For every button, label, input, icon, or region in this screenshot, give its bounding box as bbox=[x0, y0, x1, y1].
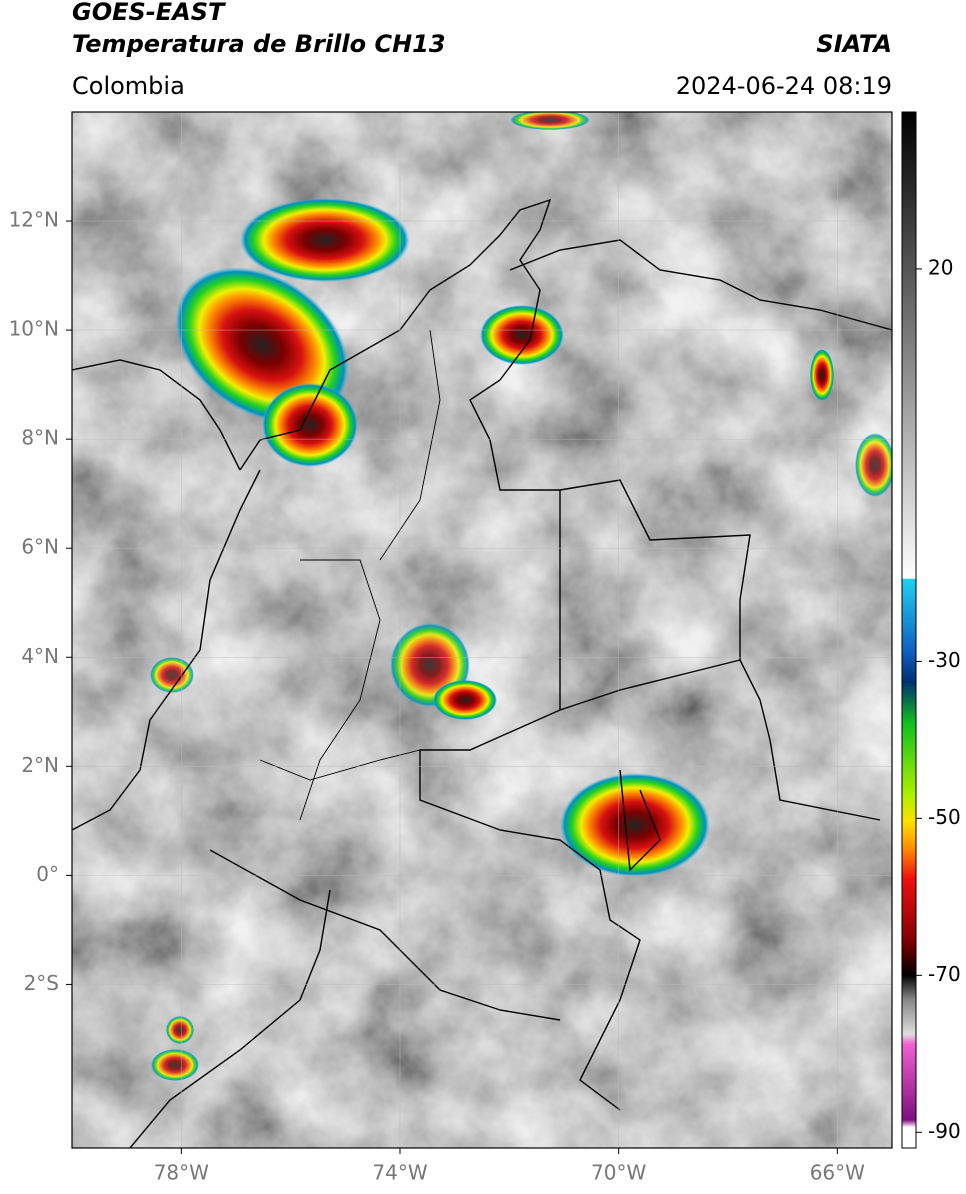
colorbar-tick-label: 20 bbox=[928, 255, 953, 279]
y-tick-label: 4°N bbox=[21, 644, 59, 668]
region: Colombia bbox=[72, 72, 185, 100]
colorbar-tick-label: -50 bbox=[928, 805, 961, 829]
colorbar-tick-label: -70 bbox=[928, 962, 961, 986]
x-tick-label: 70°W bbox=[591, 1161, 646, 1185]
borders bbox=[72, 198, 892, 1148]
y-tick-label: 6°N bbox=[21, 535, 59, 559]
grid bbox=[72, 112, 892, 1148]
x-tick-label: 66°W bbox=[810, 1161, 865, 1185]
y-tick-label: 2°N bbox=[21, 753, 59, 777]
colorbar-tick-label: -90 bbox=[928, 1119, 961, 1143]
colorbar-tick-label: -30 bbox=[928, 648, 961, 672]
source: SIATA bbox=[816, 30, 892, 58]
x-tick-label: 78°W bbox=[154, 1161, 209, 1185]
colorbar bbox=[901, 111, 917, 1149]
subtitle: Temperatura de Brillo CH13 bbox=[72, 30, 446, 58]
map-image bbox=[72, 112, 892, 1148]
convective-cells bbox=[150, 112, 892, 1081]
x-tick-label: 74°W bbox=[372, 1161, 427, 1185]
map-frame bbox=[71, 111, 893, 1149]
title: GOES-EAST bbox=[72, 0, 226, 26]
y-tick-label: 2°S bbox=[24, 971, 59, 995]
y-tick-label: 8°N bbox=[21, 426, 59, 450]
y-tick-label: 0° bbox=[36, 862, 59, 886]
datetime: 2024-06-24 08:19 bbox=[676, 72, 892, 100]
y-tick-label: 12°N bbox=[9, 208, 59, 232]
y-tick-label: 10°N bbox=[9, 317, 59, 341]
